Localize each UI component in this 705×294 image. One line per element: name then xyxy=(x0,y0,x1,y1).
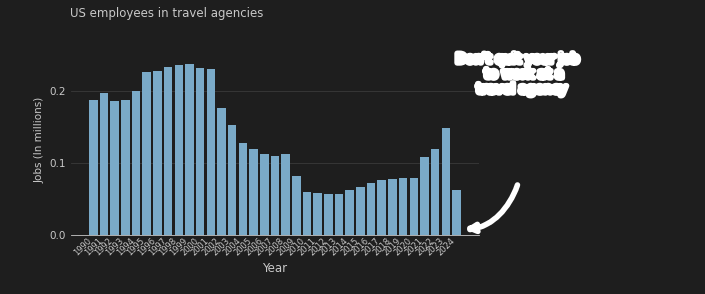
Y-axis label: Jobs (In millions): Jobs (In millions) xyxy=(35,96,45,183)
Bar xyxy=(142,71,151,235)
Bar xyxy=(420,157,429,235)
Bar xyxy=(345,191,354,235)
Bar xyxy=(132,91,140,235)
Bar xyxy=(228,125,236,235)
Bar xyxy=(377,180,386,235)
Bar xyxy=(207,69,215,235)
Text: US employees in travel agencies: US employees in travel agencies xyxy=(70,7,264,20)
Bar xyxy=(175,65,183,235)
Text: Don't quit your job
   to work at a
  travel agency: Don't quit your job to work at a travel … xyxy=(456,53,580,96)
Bar xyxy=(281,154,290,235)
Bar xyxy=(441,128,450,235)
Bar xyxy=(453,191,461,235)
Bar xyxy=(410,178,418,235)
Bar xyxy=(388,179,397,235)
Bar xyxy=(324,194,333,235)
Bar xyxy=(367,183,375,235)
Bar xyxy=(185,64,194,235)
Bar xyxy=(100,93,109,235)
Bar xyxy=(335,194,343,235)
Bar xyxy=(164,67,173,235)
Bar xyxy=(356,187,364,235)
Bar xyxy=(399,178,407,235)
Bar xyxy=(238,143,247,235)
Bar xyxy=(89,100,97,235)
Bar xyxy=(196,68,204,235)
Bar xyxy=(271,156,279,235)
Bar xyxy=(217,108,226,235)
Bar xyxy=(121,100,130,235)
Bar xyxy=(314,193,322,235)
Bar xyxy=(302,192,312,235)
Bar xyxy=(431,149,439,235)
Bar xyxy=(260,154,269,235)
X-axis label: Year: Year xyxy=(262,262,288,275)
Bar xyxy=(153,71,161,235)
Bar xyxy=(292,176,300,235)
Bar xyxy=(250,149,258,235)
Bar xyxy=(111,101,119,235)
